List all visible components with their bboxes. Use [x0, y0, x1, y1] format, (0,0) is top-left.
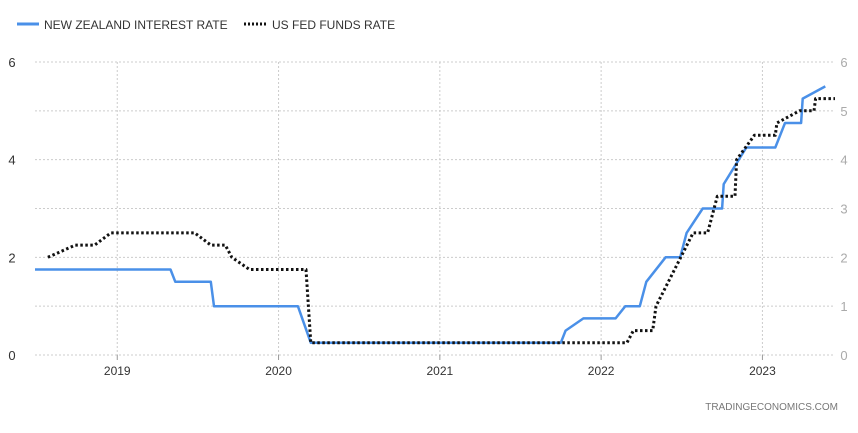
y-left-tick-label: 6	[8, 55, 15, 70]
y-right-tick-label: 1	[840, 299, 847, 314]
y-right-tick-label: 5	[840, 104, 847, 119]
x-tick-label: 2022	[588, 364, 615, 378]
y-left-tick-label: 2	[8, 250, 15, 265]
legend: NEW ZEALAND INTEREST RATE US FED FUNDS R…	[17, 18, 395, 32]
series-line-us-fed-funds-rate	[47, 97, 835, 345]
y-right-tick-label: 2	[840, 250, 847, 265]
x-tick-label: 2020	[265, 364, 292, 378]
grid	[35, 61, 835, 356]
legend-label-us: US FED FUNDS RATE	[272, 18, 395, 32]
x-tick-label: 2023	[749, 364, 776, 378]
x-tick-label: 2019	[104, 364, 131, 378]
series-lines	[35, 85, 835, 345]
x-tick-label: 2021	[426, 364, 453, 378]
y-right-tick-label: 3	[840, 202, 847, 217]
axes: 0 1 2 3 4 5 6 0 2 4 6 2019 2020 2021 2022 2023	[8, 55, 847, 378]
y-right-tick-label: 6	[840, 55, 847, 70]
y-right-tick-label: 4	[840, 153, 847, 168]
y-left-tick-label: 4	[8, 153, 15, 168]
y-left-tick-label: 0	[8, 348, 15, 363]
legend-label-nz: NEW ZEALAND INTEREST RATE	[44, 18, 228, 32]
source-footer: TRADINGECONOMICS.COM	[705, 402, 838, 413]
series-line-nz-interest-rate	[35, 85, 826, 345]
y-right-tick-label: 0	[840, 348, 847, 363]
